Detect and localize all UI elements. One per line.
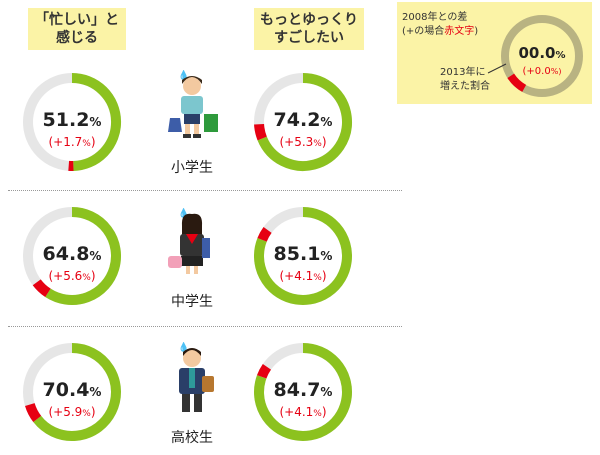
legend-line1: 2008年との差 — [402, 10, 467, 23]
category-label: 高校生 — [171, 429, 213, 446]
row-divider-1 — [8, 190, 402, 191]
high-school-student-icon: 💧 — [178, 341, 214, 412]
legend-ring — [501, 15, 583, 97]
donut-red-segment — [257, 363, 272, 379]
relax-header-line1: もっとゆっくり — [260, 12, 358, 28]
legend-value: 00.0% — [518, 44, 565, 62]
relax-header-line2: すごしたい — [274, 30, 344, 46]
legend: 2008年との差 (+の場合赤文字) 2013年に 増えた割合 00.0% (+… — [402, 10, 583, 97]
donut-red-segment — [25, 402, 42, 423]
legend-line2-suffix: ) — [474, 26, 478, 37]
legend-line2: (+の場合赤文字) — [402, 24, 478, 37]
legend-line2-prefix: (+の場合 — [402, 24, 444, 37]
svg-text:💧: 💧 — [178, 69, 189, 81]
legend-leader-line — [487, 63, 507, 74]
donut-green-segment — [254, 207, 352, 305]
busy-header-line2: 感じる — [56, 30, 98, 46]
donut-green-segment — [71, 73, 122, 171]
busy-header: 「忙しい」と 感じる — [28, 8, 126, 50]
svg-text:💧: 💧 — [178, 341, 189, 353]
donut-value-label: 84.7% — [274, 379, 333, 401]
donut-diff-label: (+5.6%) — [48, 269, 95, 283]
svg-text:💧: 💧 — [178, 207, 189, 219]
donut-diff-label: (+5.3%) — [279, 135, 326, 149]
elementary-student-icon: 💧 — [168, 69, 218, 138]
category-label: 中学生 — [171, 294, 213, 310]
legend-line3: 2013年に — [440, 65, 485, 78]
legend-line4: 増えた割合 — [440, 79, 490, 92]
donut-value-label: 64.8% — [43, 243, 102, 265]
donut-red-segment — [254, 123, 267, 141]
busy-header-line1: 「忙しい」と — [35, 12, 119, 28]
donut-diff-label: (+4.1%) — [279, 269, 326, 283]
donut-value-label: 70.4% — [43, 379, 102, 401]
donut-green-segment — [33, 343, 121, 441]
donut-value-label: 85.1% — [274, 243, 333, 265]
relax-header: もっとゆっくり すごしたい — [254, 8, 364, 50]
donut-value-label: 74.2% — [274, 109, 333, 131]
legend-line2-red: 赤文字 — [444, 24, 474, 37]
row-divider-2 — [8, 326, 402, 327]
donut-value-label: 51.2% — [43, 109, 102, 131]
donut-green-segment — [254, 343, 352, 441]
category-label: 小学生 — [171, 160, 213, 176]
legend-diff: (+0.0%) — [523, 66, 562, 77]
donut-diff-label: (+1.7%) — [48, 135, 95, 149]
donut-green-segment — [45, 207, 121, 305]
donut-diff-label: (+4.1%) — [279, 405, 326, 419]
legend-red-segment — [507, 73, 527, 92]
donut-red-segment — [32, 279, 51, 298]
middle-school-student-icon: 💧 — [168, 207, 210, 274]
donut-red-segment — [257, 226, 272, 242]
donut-diff-label: (+5.9%) — [48, 405, 95, 419]
donut-green-segment — [257, 73, 352, 171]
